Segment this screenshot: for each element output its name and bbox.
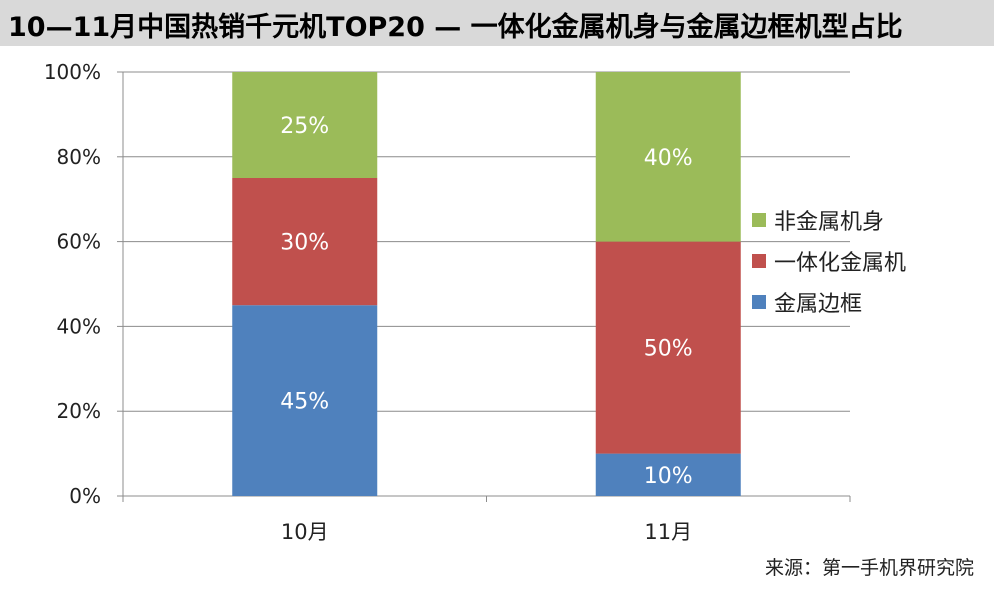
x-tick-label: 11月 xyxy=(644,520,692,544)
y-tick-label: 60% xyxy=(57,230,101,254)
data-label: 30% xyxy=(280,231,329,256)
legend-swatch xyxy=(752,213,766,227)
bar-segment xyxy=(595,453,741,496)
legend-swatch xyxy=(752,295,766,309)
y-tick-label: 80% xyxy=(57,145,101,169)
chart-title: 10—11月中国热销千元机TOP20 — 一体化金属机身与金属边框机型占比 xyxy=(0,0,994,46)
y-tick-label: 100% xyxy=(44,60,101,84)
data-label: 10% xyxy=(644,464,693,489)
legend-label: 金属边框 xyxy=(774,292,862,317)
legend-swatch xyxy=(752,254,766,268)
y-tick-label: 20% xyxy=(57,399,101,423)
bar-segment xyxy=(232,305,378,496)
data-label: 50% xyxy=(644,337,693,362)
bar-segment xyxy=(232,72,378,178)
bar-segment xyxy=(595,72,741,242)
x-tick-label: 10月 xyxy=(281,520,329,544)
data-label: 25% xyxy=(280,114,329,139)
data-label: 40% xyxy=(644,146,693,171)
legend-label: 非金属机身 xyxy=(774,210,884,235)
legend-label: 一体化金属机 xyxy=(774,251,906,276)
source-note: 来源：第一手机界研究院 xyxy=(764,557,974,579)
y-tick-label: 40% xyxy=(57,314,101,338)
bar-segment xyxy=(595,241,741,454)
y-tick-label: 0% xyxy=(69,484,101,508)
data-label: 45% xyxy=(280,390,329,415)
bar-segment xyxy=(232,178,378,306)
